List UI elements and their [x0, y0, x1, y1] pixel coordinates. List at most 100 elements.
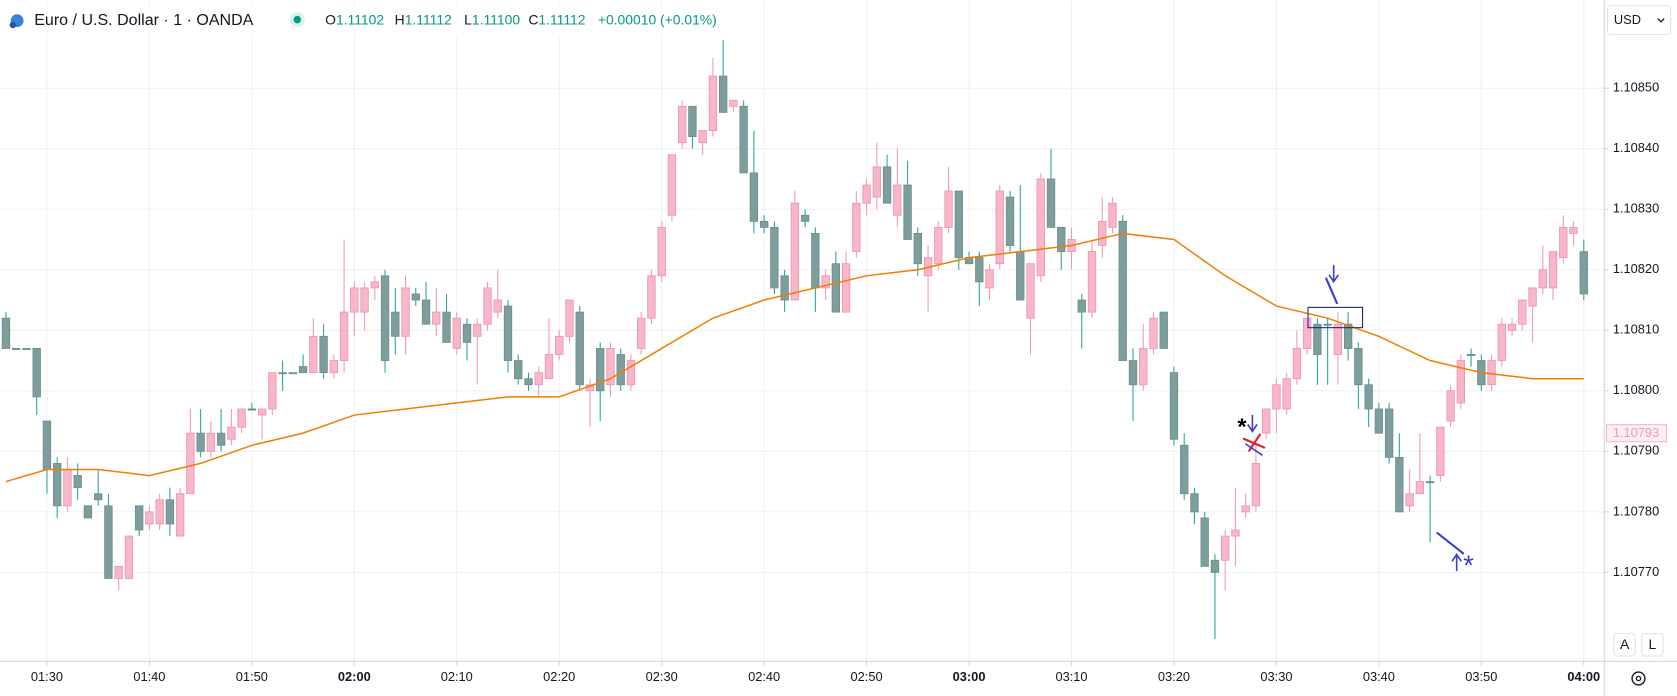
candle-body-up: [1518, 299, 1527, 325]
x-tick-label: 01:50: [236, 669, 268, 684]
line-drawing: [1436, 531, 1465, 555]
candle-body-down: [1313, 323, 1322, 355]
candle-body-down: [134, 505, 144, 531]
candle-body-down: [882, 166, 892, 204]
candle-body-down: [442, 311, 451, 343]
candle-body-down: [596, 348, 605, 392]
candle-body-down: [616, 354, 625, 386]
candle-body-down: [1579, 251, 1588, 295]
y-tick-label: 1.10810: [1613, 322, 1659, 337]
candle-body-down: [688, 105, 697, 138]
market-status[interactable]: [293, 15, 302, 24]
candle-body-up: [1282, 378, 1291, 410]
candle-body-down: [391, 311, 400, 337]
candle-body-up: [483, 287, 492, 325]
candle-body-up: [606, 348, 615, 386]
candle-body-down: [462, 323, 472, 343]
candle-body-down: [42, 420, 52, 470]
candle-body-down: [1077, 299, 1086, 313]
log-button[interactable]: L: [1649, 636, 1657, 652]
candle-body-down: [811, 233, 820, 289]
time-axis: 01:30 01:40 01:50 02:00 02:10 02:20 02:30 02:40…: [31, 661, 1600, 684]
chevron: [1657, 18, 1665, 23]
candle-body-down: [1374, 408, 1384, 434]
candle-body-down: [319, 335, 328, 374]
candle-body-down: [1323, 323, 1332, 326]
candle-body-up: [657, 226, 666, 277]
x-tick-label: 01:30: [31, 669, 63, 684]
x-tick-label: 03:10: [1055, 669, 1087, 684]
symbol-title[interactable]: Euro / U.S. Dollar · 1 · OANDA: [34, 11, 253, 29]
last-price-box: [1605, 424, 1667, 443]
settings-button[interactable]: [1631, 671, 1646, 686]
candle-body-down: [1005, 196, 1015, 246]
candle-body-up: [1487, 360, 1496, 386]
candle-body-up: [555, 335, 564, 355]
candle-body-down: [22, 348, 31, 350]
candle-body-down: [759, 220, 769, 228]
y-tick-label: 1.10850: [1613, 80, 1659, 95]
candle-body-down: [831, 263, 841, 313]
candle-body-up: [237, 408, 246, 428]
candle-body-down: [1057, 226, 1066, 253]
candle-body-down: [83, 505, 93, 519]
candle-body-up: [1108, 202, 1117, 228]
candle-body-down: [954, 190, 963, 259]
ohlc-value: 1.11102: [336, 11, 384, 27]
candle-body-up: [175, 493, 185, 537]
plot-area: [1, 39, 1588, 639]
candle-body-down: [975, 257, 984, 283]
candle-body-up: [1302, 317, 1312, 349]
candle-body-up: [1231, 529, 1240, 537]
candle-body-down: [1384, 408, 1394, 458]
arrow-drawing: [1247, 414, 1258, 433]
candle-body-up: [257, 408, 267, 416]
candle-body-up: [1569, 226, 1578, 234]
candle-body-up: [350, 287, 359, 313]
arrow-drawing: [1328, 264, 1339, 284]
y-tick-label: 1.10830: [1613, 201, 1659, 216]
candle-body-down: [298, 366, 308, 374]
line-drawing: [1325, 277, 1338, 305]
candle-body-down: [421, 299, 431, 325]
line-drawing: [1245, 443, 1263, 456]
candle-body-up: [1538, 269, 1547, 289]
rectangle-drawing: [1307, 306, 1364, 329]
currency-button[interactable]: USD: [1606, 5, 1672, 36]
candle-body-up: [1241, 505, 1250, 513]
candle-body-up: [1548, 251, 1558, 289]
candle-body-down: [73, 475, 82, 489]
candle-body-up: [862, 184, 871, 204]
auto-button-box[interactable]: [1613, 633, 1636, 657]
log-button-box[interactable]: [1641, 633, 1664, 657]
candle-body-up: [565, 299, 574, 337]
candle-body-down: [1200, 517, 1209, 567]
candle-body-up: [493, 299, 502, 313]
candle-body-down: [1466, 354, 1476, 356]
candle-body-down: [913, 233, 922, 265]
candle-body-down: [514, 360, 523, 380]
x-tick-label: 03:40: [1363, 669, 1395, 684]
ohlc-value: 1.11112: [405, 11, 452, 27]
gear-outer[interactable]: [1631, 671, 1646, 686]
candle-body-up: [534, 372, 543, 386]
candle-body-down: [380, 275, 390, 361]
gear-inner[interactable]: [1635, 675, 1642, 682]
candle-body-up: [729, 99, 738, 107]
auto-button[interactable]: A: [1620, 636, 1630, 652]
candle-body-up: [944, 190, 953, 228]
candle-body-down: [1210, 559, 1220, 573]
candle-body-up: [227, 426, 236, 440]
candle-body-up: [1446, 390, 1455, 422]
currency-label[interactable]: USD: [1614, 12, 1641, 27]
ohlc-change: +0.00010 (+0.01%): [598, 11, 717, 27]
candle-body-down: [800, 214, 810, 222]
price-axis-panel: [1604, 0, 1677, 696]
ohlc-high: H1.11112: [395, 11, 452, 27]
candle-body-up: [432, 311, 441, 325]
y-tick-label: 1.10800: [1613, 382, 1659, 397]
currency-box[interactable]: [1606, 5, 1672, 36]
candle-body-down: [1128, 360, 1138, 386]
